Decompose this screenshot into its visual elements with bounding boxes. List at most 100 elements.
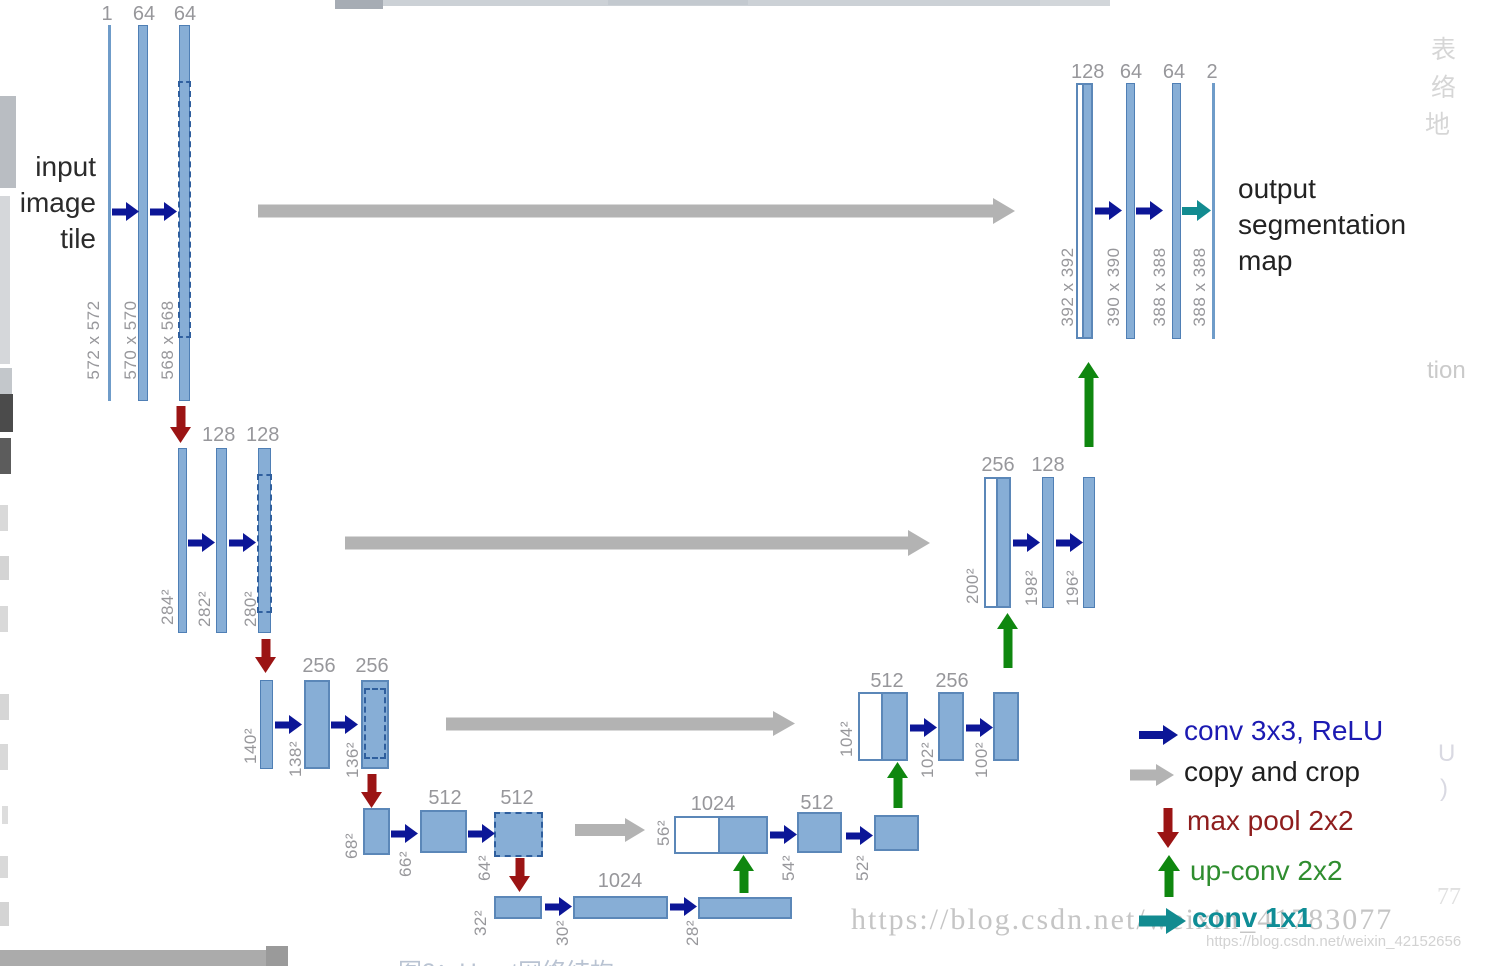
background-fragment: [0, 606, 8, 632]
watermark-fragment: U: [1438, 740, 1456, 767]
dimension-label: 568 x 568: [158, 300, 177, 380]
background-fragment: [0, 505, 8, 531]
upconv-arrow: [733, 855, 754, 893]
dimension-label: 54²: [779, 854, 798, 882]
dimension-label: 390 x 390: [1104, 247, 1123, 327]
copy-crop-arrow: [345, 530, 930, 556]
upconv-half: [996, 479, 1009, 606]
dimension-label: 28²: [683, 919, 702, 947]
dimension-label: 388 x 388: [1190, 247, 1209, 327]
dimension-label: 32²: [471, 909, 490, 937]
dimension-label: 196²: [1063, 569, 1082, 607]
channel-label: 256: [302, 655, 336, 677]
upconv-arrow: [1078, 362, 1099, 447]
channel-label: 64: [1162, 61, 1186, 83]
input-label-line: input: [35, 151, 96, 182]
watermark-char: 地: [1425, 111, 1451, 139]
dimension-label: 200²: [963, 567, 982, 605]
output-label-line: map: [1238, 245, 1293, 276]
dimension-label: 100²: [972, 741, 991, 779]
feature-map-box: [938, 692, 964, 761]
maxpool-arrow: [255, 639, 276, 673]
upconv-arrow: [997, 613, 1018, 668]
conv-arrow: [1056, 533, 1083, 552]
dimension-label: 392 x 392: [1058, 247, 1077, 327]
concat-feature-map-box: [674, 816, 768, 854]
conv-arrow: [275, 715, 302, 734]
dimension-label: 56²: [654, 819, 673, 847]
upconv-half: [881, 694, 906, 759]
copy-crop-arrow: [575, 818, 645, 842]
feature-map-bar: [216, 448, 227, 633]
feature-map-box: [797, 812, 842, 853]
input-label-line: tile: [60, 223, 96, 254]
feature-map-bar: [257, 448, 272, 633]
conv-arrow: [112, 202, 139, 221]
upconv-half: [1082, 85, 1091, 337]
dimension-label: 140²: [241, 727, 260, 765]
figure-caption: 图2：U-net网络结构: [398, 952, 614, 966]
conv-arrow: [468, 824, 495, 843]
channel-label: 128: [246, 424, 280, 446]
channel-label: 64: [1119, 61, 1143, 83]
crop-region-outline: [178, 81, 191, 338]
background-fragment: [0, 744, 8, 770]
legend-conv3x3-arrow-icon: [1139, 725, 1178, 745]
concat-feature-map-bar: [1076, 83, 1093, 339]
channel-label: 256: [935, 670, 969, 692]
feature-map-box: [874, 815, 919, 851]
background-fragment: [335, 0, 383, 9]
conv-arrow: [1136, 201, 1163, 220]
feature-map-box: [698, 897, 792, 919]
conv-arrow: [966, 718, 993, 737]
legend-maxpool-label: max pool 2x2: [1187, 805, 1354, 836]
feature-map-bar: [260, 680, 273, 769]
conv-arrow: [188, 533, 215, 552]
watermark-fragment: tion: [1427, 357, 1466, 384]
conv-arrow: [1013, 533, 1040, 552]
channel-label: 128: [1031, 454, 1065, 476]
channel-label: 512: [428, 787, 462, 809]
legend-conv1x1-label: conv 1x1: [1192, 902, 1312, 933]
concat-feature-map-box: [858, 692, 908, 761]
conv-arrow: [545, 897, 572, 916]
conv-arrow: [770, 825, 797, 844]
channel-label: 1: [101, 3, 113, 25]
feature-map-bar: [178, 25, 191, 401]
legend-copy-crop-label: copy and crop: [1184, 756, 1360, 787]
background-fragment: [0, 694, 9, 720]
conv-arrow: [331, 715, 358, 734]
output-label-line: segmentation: [1238, 209, 1407, 240]
feature-map-bar: [1042, 477, 1054, 608]
watermark-url-small: https://blog.csdn.net/weixin_42152656: [1206, 933, 1462, 950]
conv-arrow: [229, 533, 256, 552]
feature-map-box: [993, 692, 1019, 761]
feature-map-box: [494, 896, 542, 919]
feature-map-box: [304, 680, 330, 769]
conv-arrow: [670, 897, 697, 916]
feature-map-bar: [138, 25, 148, 401]
background-fragment: [0, 556, 9, 580]
bottom-gray-bar-cap: [266, 946, 288, 966]
feature-map-bar: [1172, 83, 1181, 339]
concat-feature-map-bar: [984, 477, 1011, 608]
watermark-fragment: 77: [1437, 884, 1461, 910]
feature-map-bar: [178, 448, 187, 633]
background-fragment: [608, 0, 748, 5]
channel-label: 64: [173, 3, 197, 25]
dimension-label: 52²: [853, 854, 872, 882]
dimension-label: 104²: [837, 720, 856, 758]
dimension-label: 68²: [342, 832, 361, 860]
background-fragment: [0, 856, 8, 878]
dimension-label: 30²: [553, 919, 572, 947]
conv-arrow: [391, 824, 418, 843]
channel-label: 64: [132, 3, 156, 25]
legend-conv1x1-arrow-icon: [1139, 908, 1186, 934]
dimension-label: 388 x 388: [1150, 247, 1169, 327]
feature-map-box: [361, 680, 389, 769]
channel-label: 128: [1071, 61, 1105, 83]
feature-map-box: [420, 810, 467, 853]
background-fragment: [0, 96, 16, 188]
bottom-gray-bar: [0, 950, 288, 966]
